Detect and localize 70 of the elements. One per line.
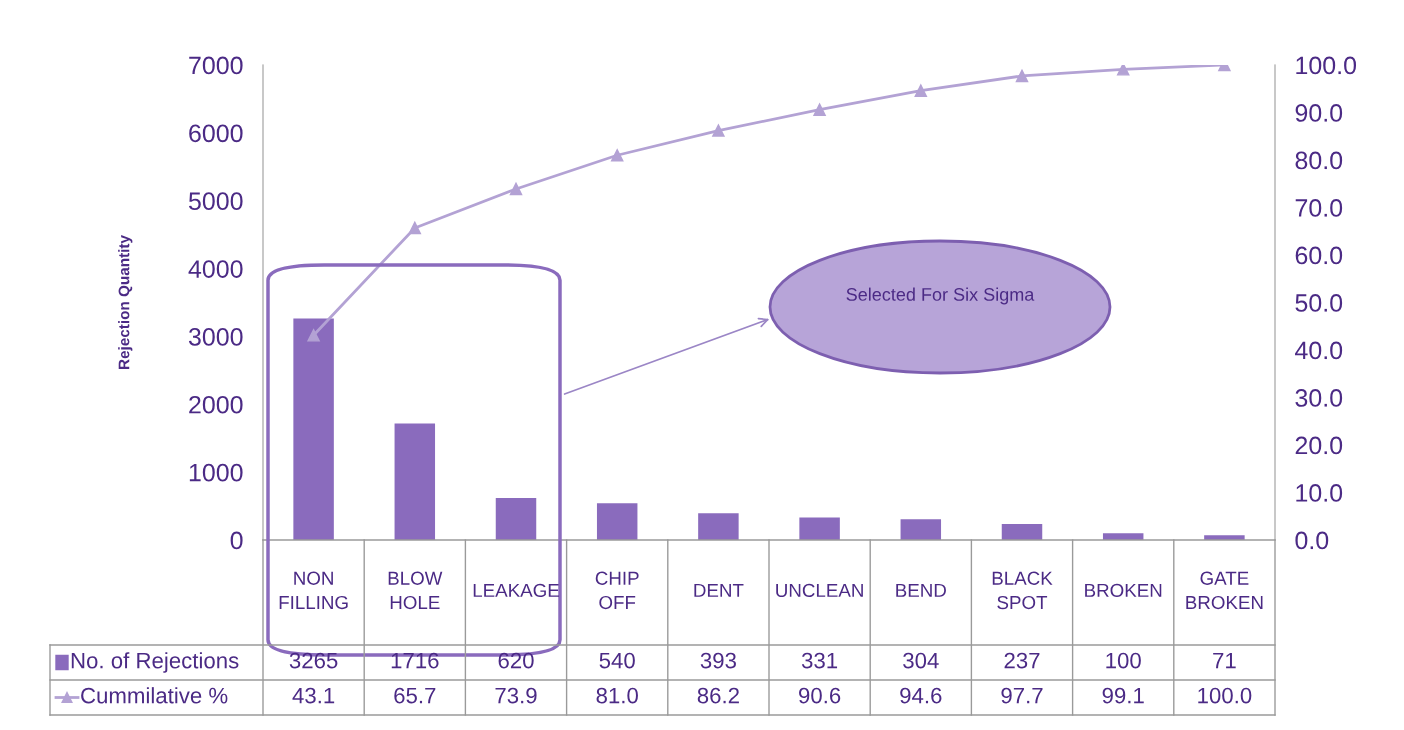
data-label: 237 bbox=[1004, 652, 1040, 669]
y2-tick-label: 80.0 bbox=[1295, 151, 1343, 170]
y-axis-title: Rejection Quantity bbox=[118, 235, 133, 369]
y2-tick-label: 20.0 bbox=[1295, 436, 1343, 455]
x-tick-label: LEAKAGE bbox=[473, 583, 559, 598]
y-tick-label: 5000 bbox=[188, 192, 243, 211]
bar bbox=[900, 519, 942, 540]
y-tick-label: 2000 bbox=[189, 395, 243, 414]
data-label: 393 bbox=[700, 652, 736, 669]
x-tick-label: BLACK SPOT bbox=[992, 571, 1053, 610]
legend-label: No. of Rejections bbox=[71, 652, 239, 673]
data-label: 620 bbox=[498, 652, 534, 669]
y-tick-label: 4000 bbox=[188, 260, 243, 278]
data-label: 86.2 bbox=[697, 687, 739, 704]
y2-tick-label: 30.0 bbox=[1295, 389, 1343, 407]
data-label: 97.7 bbox=[1001, 687, 1043, 704]
x-tick-label: BEND bbox=[896, 583, 946, 597]
data-label: 1716 bbox=[391, 652, 439, 669]
point bbox=[1116, 65, 1130, 76]
data-label: 304 bbox=[903, 652, 939, 669]
data-label: 3265 bbox=[289, 652, 338, 669]
point bbox=[408, 221, 422, 235]
data-label: 540 bbox=[599, 652, 635, 669]
y-tick-label: 0 bbox=[230, 531, 243, 550]
point bbox=[712, 124, 725, 137]
bar bbox=[1001, 523, 1043, 540]
y2-tick-label: 70.0 bbox=[1295, 199, 1343, 217]
y-tick-label: 3000 bbox=[188, 328, 243, 346]
y2-tick-label: 90.0 bbox=[1295, 104, 1343, 122]
point bbox=[813, 103, 826, 116]
legend-label: Cummilative % bbox=[81, 687, 228, 704]
x-tick-label: CHIP OFF bbox=[595, 571, 639, 610]
data-label: 331 bbox=[801, 652, 838, 669]
x-tick-label: DENT bbox=[694, 583, 744, 597]
bar bbox=[596, 503, 638, 540]
data-label: 90.6 bbox=[799, 687, 841, 704]
data-label: 71 bbox=[1213, 652, 1236, 669]
point bbox=[914, 84, 928, 97]
data-label: 65.7 bbox=[394, 687, 436, 704]
point bbox=[509, 182, 523, 196]
y-tick-label: 6000 bbox=[189, 124, 243, 143]
x-tick-label: NON FILLING bbox=[279, 571, 348, 610]
data-label: 100.0 bbox=[1198, 687, 1252, 704]
annotation: Selected For Six Sigma bbox=[846, 287, 1035, 305]
bar bbox=[293, 318, 334, 540]
x-tick-label: BLOW HOLE bbox=[388, 571, 443, 610]
y2-tick-label: 40.0 bbox=[1295, 341, 1343, 360]
data-label: 94.6 bbox=[900, 687, 942, 704]
bar bbox=[394, 423, 436, 540]
bar bbox=[495, 497, 537, 540]
data-label: 73.9 bbox=[495, 687, 537, 704]
data-label: 100 bbox=[1106, 652, 1141, 669]
y2-tick-label: 50.0 bbox=[1295, 294, 1343, 312]
y2-tick-label: 10.0 bbox=[1296, 484, 1343, 502]
data-label: 43.1 bbox=[292, 687, 335, 704]
x-tick-label: GATE BROKEN bbox=[1186, 571, 1263, 610]
y2-tick-label: 0.0 bbox=[1295, 531, 1329, 550]
y2-tick-label: 60.0 bbox=[1295, 246, 1343, 265]
y-tick-label: 7000 bbox=[189, 56, 243, 75]
x-tick-label: UNCLEAN bbox=[776, 583, 863, 598]
data-label: 81.0 bbox=[596, 687, 638, 704]
data-label: 99.1 bbox=[1102, 687, 1144, 704]
point bbox=[307, 329, 320, 342]
y-tick-label: 1000 bbox=[189, 463, 243, 482]
x-tick-label: BROKEN bbox=[1085, 583, 1162, 598]
bar bbox=[799, 517, 840, 540]
y2-tick-label: 100.0 bbox=[1296, 56, 1357, 75]
bar bbox=[698, 513, 739, 540]
point bbox=[1015, 69, 1029, 83]
point bbox=[610, 148, 624, 162]
